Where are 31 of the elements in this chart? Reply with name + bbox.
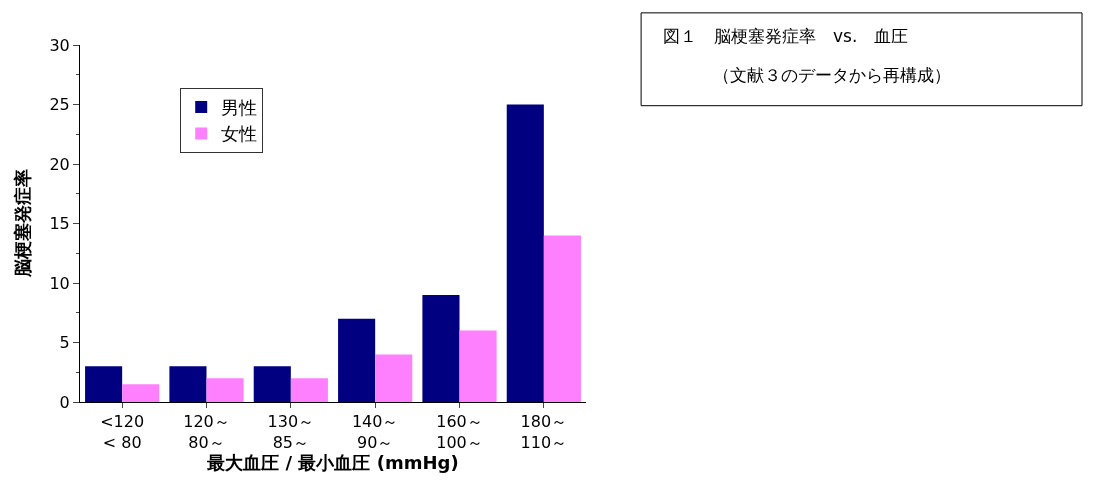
y-tick-label: 5	[59, 333, 70, 353]
text: 図１ 脳梗塞発症率 vs. 血圧	[663, 26, 909, 46]
bar	[459, 330, 497, 402]
bar	[85, 366, 123, 402]
bar	[543, 235, 581, 402]
bar	[206, 378, 244, 402]
x-axis-title: 最大血圧 / 最小血圧 (mmHg)	[206, 452, 459, 473]
x-tick-label: 140～ 90～	[351, 412, 399, 452]
x-tick-label: 120～ 80～	[183, 412, 230, 452]
y-tick-label: 0	[59, 392, 70, 412]
bar	[338, 318, 376, 402]
legend-label: 男性	[221, 97, 258, 119]
y-tick-label: 25	[49, 95, 70, 115]
y-tick-label: 30	[49, 35, 70, 55]
bar	[375, 354, 413, 402]
x-tick-label: 180～ 110～	[520, 412, 568, 452]
y-axis-title: 脳梗塞発症率	[11, 169, 33, 279]
y-tick-label: 20	[49, 154, 70, 174]
bar	[122, 384, 160, 402]
x-tick-label: 160～ 100～	[436, 412, 483, 452]
bar	[253, 366, 291, 402]
y-tick-label: 15	[49, 214, 70, 234]
bar	[506, 104, 544, 402]
text: （文献３のデータから再構成）	[713, 65, 951, 85]
bar	[422, 294, 460, 402]
legend-label: 女性	[221, 123, 258, 145]
bar	[290, 378, 328, 402]
y-tick-label: 10	[49, 273, 70, 293]
x-tick-label: <120 < 80	[100, 412, 145, 452]
bar	[169, 366, 207, 402]
x-tick-label: 130～ 85～	[267, 412, 315, 452]
